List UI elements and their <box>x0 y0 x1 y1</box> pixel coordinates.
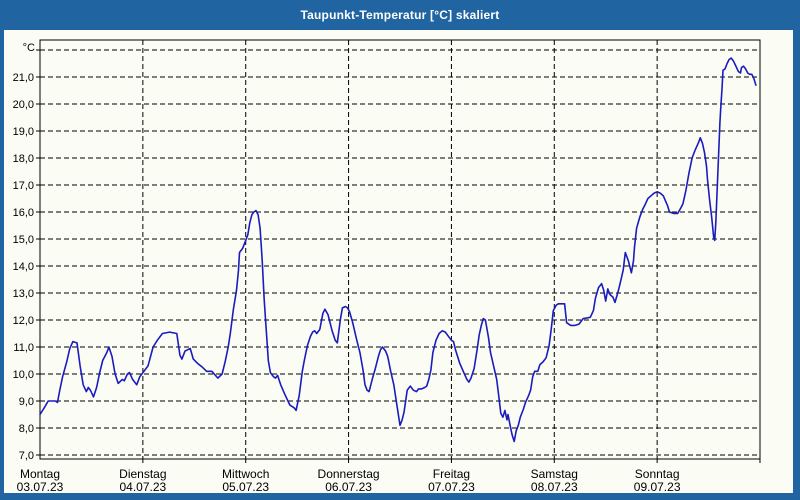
window-border-left <box>0 30 4 500</box>
y-axis-label: 20,0 <box>13 99 34 111</box>
x-axis-day-label: Donnerstag <box>318 467 380 481</box>
x-axis-day-label: Sonntag <box>635 467 680 481</box>
x-axis-date-label: 05.07.23 <box>222 480 269 494</box>
x-axis-date-label: 09.07.23 <box>634 480 681 494</box>
window-border-bottom <box>0 493 800 500</box>
x-axis-date-label: 08.07.23 <box>531 480 578 494</box>
y-axis-label: 19,0 <box>13 126 34 138</box>
chart-title: Taupunkt-Temperatur [°C] skaliert <box>300 8 500 22</box>
x-axis-date-label: 03.07.23 <box>17 480 64 494</box>
window-border-right <box>793 30 800 500</box>
plot-frame <box>39 39 761 460</box>
x-axis-day-label: Mittwoch <box>222 467 269 481</box>
y-axis-label: 10,0 <box>13 369 34 381</box>
y-axis-label: 13,0 <box>13 288 34 300</box>
y-axis-label: 8,0 <box>19 423 34 435</box>
y-axis-unit-label: °C <box>23 42 35 54</box>
y-axis-label: 17,0 <box>13 180 34 192</box>
y-axis-label: 7,0 <box>19 450 34 462</box>
x-axis-date-label: 06.07.23 <box>325 480 372 494</box>
title-bar: Taupunkt-Temperatur [°C] skaliert <box>0 0 800 30</box>
x-axis-day-label: Dienstag <box>119 467 166 481</box>
y-axis-label: 15,0 <box>13 234 34 246</box>
y-axis-label: 21,0 <box>13 72 34 84</box>
y-axis-label: 9,0 <box>19 396 34 408</box>
y-axis-label: 11,0 <box>13 342 34 354</box>
x-axis-date-label: 04.07.23 <box>119 480 166 494</box>
x-axis-day-label: Samstag <box>531 467 578 481</box>
x-axis-day-label: Freitag <box>433 467 470 481</box>
y-axis-label: 16,0 <box>13 207 34 219</box>
x-axis-date-label: 07.07.23 <box>428 480 475 494</box>
y-axis-label: 18,0 <box>13 153 34 165</box>
dewpoint-line <box>39 57 757 443</box>
y-axis-label: 14,0 <box>13 261 34 273</box>
x-axis-day-label: Montag <box>20 467 60 481</box>
y-axis-label: 12,0 <box>13 315 34 327</box>
